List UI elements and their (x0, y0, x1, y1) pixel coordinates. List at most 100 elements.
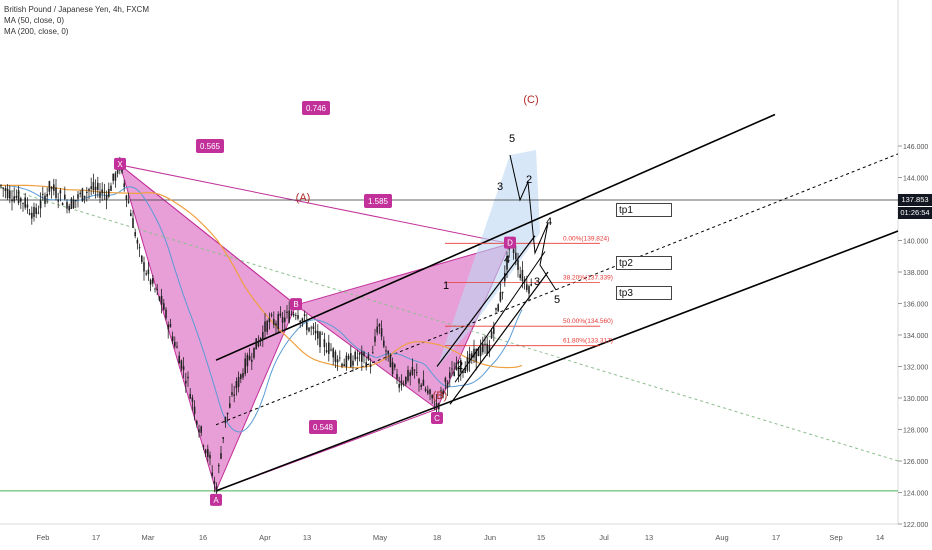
candle-body (475, 348, 477, 362)
candle-body (257, 341, 260, 347)
candle-body (299, 320, 301, 323)
candle-body (242, 373, 244, 378)
candle-body (97, 182, 99, 190)
wave-channel-lower (449, 271, 549, 405)
time-tick-label: Jun (484, 533, 496, 542)
wave-label: 1 (443, 280, 449, 292)
candle-body (433, 407, 436, 410)
point-label: X (117, 160, 123, 169)
candle-body (233, 394, 235, 396)
candle-body (530, 283, 532, 286)
ratio-label: 1.585 (368, 197, 389, 206)
tp2-box[interactable]: tp2 (616, 256, 672, 270)
wave-label: (B) (433, 390, 448, 402)
time-tick-label: 15 (537, 533, 545, 542)
candle-body (33, 206, 35, 217)
ratio-badge (309, 420, 337, 434)
point-badge (290, 298, 302, 311)
wave-label: 2 (526, 174, 532, 186)
candle-body (273, 319, 275, 325)
wave-label: 4 (546, 216, 552, 228)
candle-body (90, 186, 92, 189)
candle-body (176, 346, 178, 348)
last-price-tag: 137.853 (898, 194, 932, 206)
candle-body (455, 362, 458, 371)
candle-body (356, 357, 359, 359)
candle-body (501, 291, 504, 294)
point-label: A (213, 496, 219, 505)
candle-body (37, 212, 40, 214)
candle-body (369, 364, 372, 367)
candle-body (24, 197, 26, 208)
candle-body (191, 397, 194, 402)
wave-label: 3 (497, 181, 503, 193)
candle-body (444, 377, 447, 383)
point-label: B (293, 300, 298, 309)
candle-body (504, 272, 506, 282)
candle-body (328, 342, 330, 354)
wave-label: (A) (296, 192, 311, 204)
candle-body (83, 195, 86, 198)
candle-body (44, 195, 46, 204)
bar-countdown-tag: 01:26:54 (898, 207, 932, 219)
tp3-box[interactable]: tp3 (616, 286, 672, 300)
candle-body (517, 260, 519, 270)
price-tick-label: 144.000 (903, 176, 928, 183)
wave-channel-upper (436, 235, 536, 367)
candle-body (310, 327, 312, 329)
candle-body (255, 338, 257, 350)
candle-body (61, 203, 64, 206)
candle-body (389, 354, 392, 368)
candle-body (94, 186, 97, 191)
candle-body (343, 364, 345, 367)
candle-body (163, 303, 165, 310)
time-tick-label: Apr (259, 533, 271, 542)
candle-body (167, 324, 169, 330)
candle-body (416, 372, 418, 373)
wave-label: 2 (457, 360, 463, 372)
candle-body (453, 371, 455, 377)
candle-body (86, 191, 88, 193)
candle-body (314, 330, 317, 334)
price-tick-label: 134.000 (903, 333, 928, 340)
candle-body (387, 350, 389, 354)
candle-body (2, 187, 4, 189)
ratio-label: 0.746 (306, 104, 327, 113)
candle-body (244, 358, 246, 374)
wave-highlight-area (437, 150, 540, 368)
candle-body (171, 336, 174, 342)
candle-body (339, 357, 341, 359)
candle-body (81, 188, 84, 202)
tp1-box[interactable]: tp1 (616, 203, 672, 217)
candle-body (446, 382, 449, 388)
candle-body (218, 464, 220, 467)
candle-body (156, 288, 158, 291)
candle-body (6, 188, 9, 199)
candle-body (127, 201, 130, 203)
candle-body (169, 323, 172, 328)
candle-body (11, 199, 13, 202)
candle-body (240, 374, 242, 379)
candle-body (424, 388, 427, 391)
candle-body (101, 189, 103, 194)
wave-label: 5 (554, 294, 560, 306)
ratio-badge (196, 139, 224, 153)
candle-body (493, 327, 495, 334)
candle-body (365, 362, 367, 368)
candle-body (0, 185, 2, 187)
candle-body (286, 311, 288, 313)
candle-body (246, 355, 249, 367)
candle-body (462, 370, 464, 374)
point-label: C (434, 414, 440, 423)
candle-body (457, 367, 460, 377)
candle-body (400, 380, 403, 386)
candle-body (528, 286, 530, 294)
candle-body (235, 381, 238, 389)
candle-body (479, 346, 482, 357)
candle-body (9, 190, 11, 199)
candle-body (413, 369, 416, 371)
candle-body (427, 390, 429, 394)
candle-body (145, 273, 147, 275)
chart-legend: British Pound / Japanese Yen, 4h, FXCM M… (4, 4, 149, 37)
